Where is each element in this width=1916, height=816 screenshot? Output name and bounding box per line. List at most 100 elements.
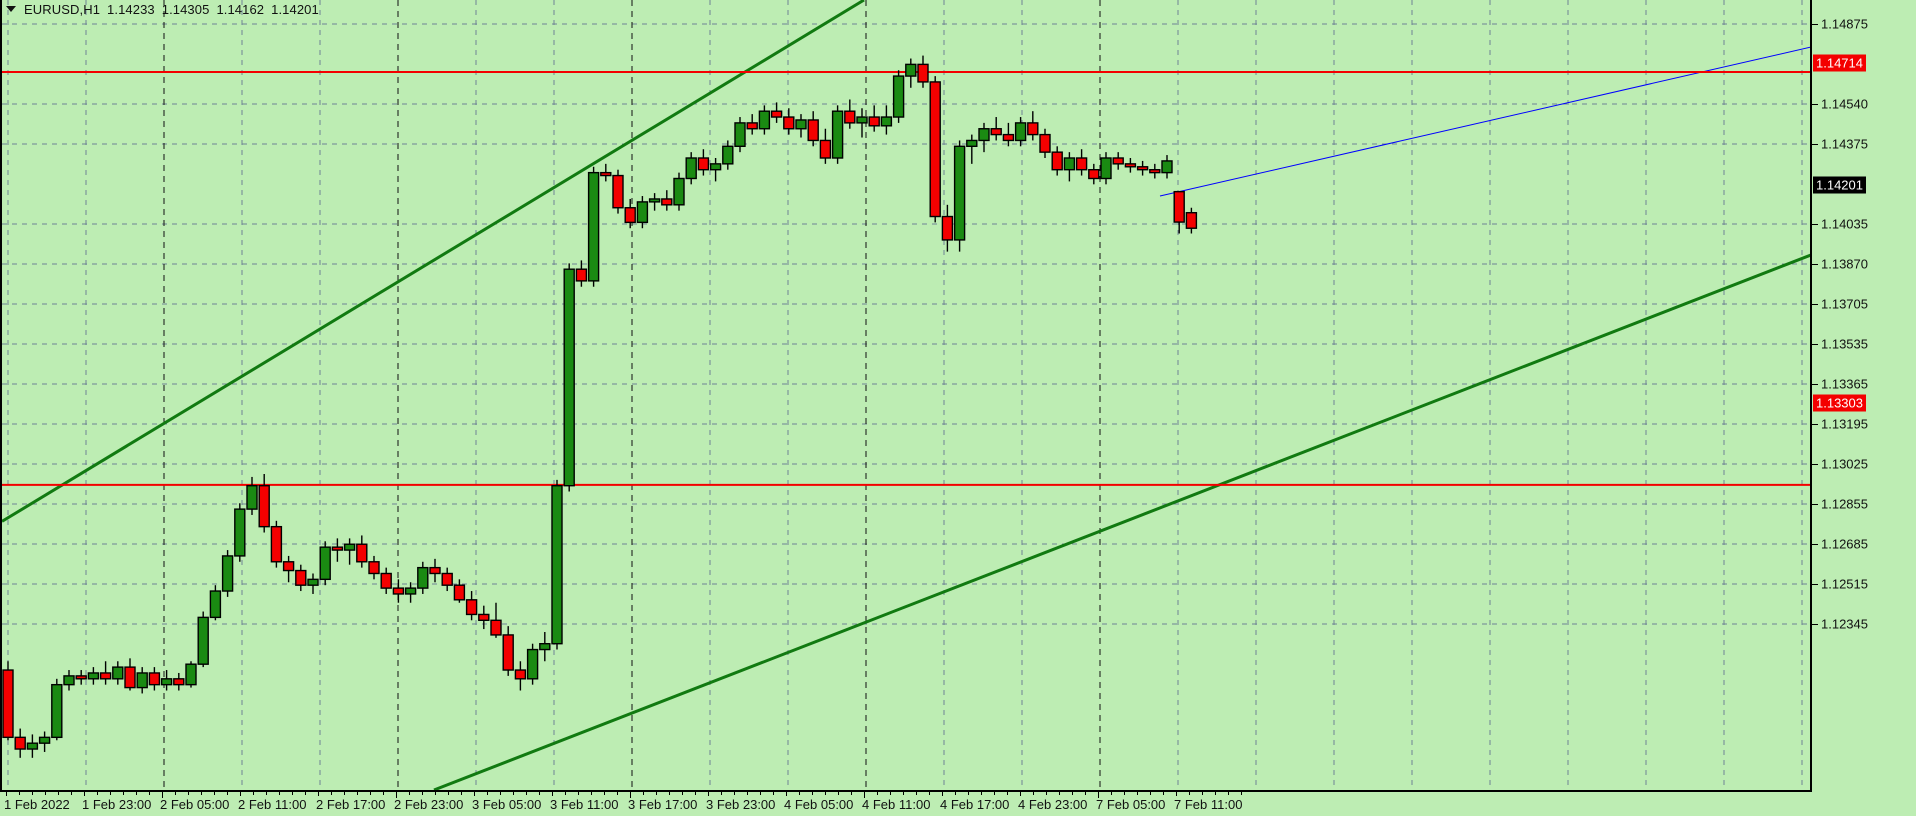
candle	[526, 643, 539, 685]
candle	[87, 667, 100, 685]
time-minor-tick	[773, 792, 774, 795]
candle	[14, 728, 26, 758]
candle	[1112, 152, 1124, 170]
time-minor-tick	[58, 792, 59, 795]
candle	[1136, 160, 1149, 176]
price-axis[interactable]: 1.14875 1.14540 1.14375 1.14035 1.13870 1.137…	[1812, 0, 1916, 792]
time-tick	[864, 792, 865, 798]
price-tick-label: 1.12515	[1821, 576, 1868, 592]
time-tick-label: 4 Feb 05:00	[784, 797, 854, 812]
time-minor-tick	[1111, 792, 1112, 795]
price-tick-label: 1.14875	[1821, 16, 1868, 32]
candle	[173, 672, 185, 691]
time-minor-tick	[591, 792, 592, 795]
candle	[331, 538, 344, 562]
time-minor-tick	[370, 792, 371, 795]
candle	[1014, 117, 1027, 147]
time-tick	[6, 792, 7, 796]
candle	[868, 105, 880, 132]
time-minor-tick	[1189, 792, 1190, 795]
time-minor-tick	[825, 792, 826, 795]
price-tick	[1812, 464, 1818, 465]
time-minor-tick	[292, 792, 293, 795]
time-minor-tick	[357, 792, 358, 795]
time-minor-tick	[1202, 792, 1203, 795]
resistance-level-badge[interactable]: 1.14714	[1813, 54, 1866, 72]
candle	[709, 158, 722, 182]
time-minor-tick	[513, 792, 514, 795]
candle	[1149, 163, 1161, 179]
ohlc-open-value: 1.14233	[107, 1, 155, 17]
time-minor-tick	[656, 792, 657, 795]
time-minor-tick	[500, 792, 501, 795]
candle	[892, 70, 905, 123]
time-minor-tick	[643, 792, 644, 795]
candle	[966, 134, 978, 164]
channel-upper	[2, 0, 865, 523]
candle	[51, 678, 63, 741]
time-minor-tick	[617, 792, 618, 795]
time-axis[interactable]: 1 Feb 2022 1 Feb 23:00 2 Feb 05:00 2 Feb 11…	[0, 792, 1916, 816]
time-minor-tick	[578, 792, 579, 795]
candle	[1027, 111, 1039, 141]
candle	[1124, 158, 1137, 173]
time-minor-tick	[669, 792, 670, 795]
ohlc-low-value: 1.14162	[216, 1, 265, 17]
candle	[1173, 190, 1185, 234]
time-minor-tick	[1085, 792, 1086, 795]
time-minor-tick	[383, 792, 384, 795]
candle	[685, 152, 697, 185]
time-minor-tick	[448, 792, 449, 795]
time-minor-tick	[97, 792, 98, 795]
candle	[734, 117, 746, 153]
time-minor-tick	[994, 792, 995, 795]
time-minor-tick	[279, 792, 280, 795]
time-minor-tick	[1046, 792, 1047, 795]
time-minor-tick	[1241, 792, 1242, 795]
time-minor-tick	[175, 792, 176, 795]
candle	[282, 555, 295, 583]
price-tick-label: 1.13535	[1821, 336, 1868, 352]
candle	[356, 535, 368, 568]
time-minor-tick	[32, 792, 33, 795]
time-tick-label: 3 Feb 05:00	[472, 797, 542, 812]
candle	[1161, 155, 1173, 179]
candle	[673, 172, 685, 211]
chart-plot-area[interactable]	[0, 0, 1812, 792]
time-minor-tick	[916, 792, 917, 795]
time-minor-tick	[123, 792, 124, 795]
candle	[636, 196, 649, 229]
candle	[905, 58, 917, 88]
price-tick-label: 1.13705	[1821, 296, 1868, 312]
time-minor-tick	[1033, 792, 1034, 795]
ohlc-high-value: 1.14305	[161, 1, 210, 17]
time-tick	[474, 792, 475, 796]
time-minor-tick	[461, 792, 462, 795]
time-tick	[1176, 792, 1177, 796]
time-minor-tick	[1215, 792, 1216, 795]
current-price-badge[interactable]: 1.14201	[1813, 176, 1866, 194]
time-minor-tick	[890, 792, 891, 795]
time-tick-label: 2 Feb 23:00	[394, 797, 464, 812]
support-level-badge[interactable]: 1.13303	[1813, 394, 1866, 412]
candle	[1039, 128, 1051, 158]
chart-canvas	[2, 0, 1810, 790]
time-tick	[84, 792, 85, 796]
candle	[819, 128, 832, 164]
candle	[746, 114, 758, 135]
candle	[197, 611, 209, 668]
time-minor-tick	[149, 792, 150, 795]
time-minor-tick	[188, 792, 189, 795]
price-tick-label: 1.12685	[1821, 536, 1868, 552]
price-tick	[1812, 504, 1818, 505]
price-tick	[1812, 344, 1818, 345]
candle	[807, 111, 819, 147]
time-minor-tick	[604, 792, 605, 795]
candle	[551, 479, 563, 650]
triangle-down-icon[interactable]	[6, 6, 16, 12]
candle	[319, 541, 331, 586]
candle	[295, 564, 307, 592]
candle	[697, 149, 710, 176]
time-minor-tick	[929, 792, 930, 795]
